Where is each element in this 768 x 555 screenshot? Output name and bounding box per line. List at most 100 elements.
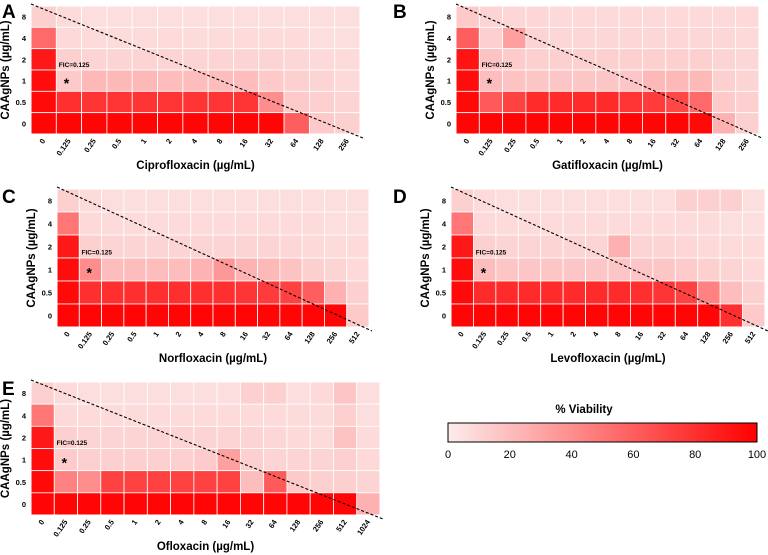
heatmap-cell [234, 211, 258, 236]
y-tick-label: 2 [48, 243, 52, 252]
heatmap-frame [30, 5, 361, 135]
panel-b: 8 4 2 1 0.5 0 0 0.125 0.25 0.5 1 2 4 8 16 32 64 128 256 Gat… [393, 2, 763, 172]
heatmap-cell [652, 234, 676, 259]
heatmap-cell [81, 90, 108, 114]
heatmap-frame [455, 5, 760, 135]
heatmap-cell [257, 280, 281, 305]
x-tick-label: 0.5 [125, 330, 138, 344]
heatmap-cell [182, 69, 209, 92]
heatmap-cell [78, 280, 102, 305]
heatmap-cell [308, 5, 336, 28]
heatmap-cell [56, 234, 80, 259]
heatmap-cell [630, 188, 654, 213]
heatmap-cell [585, 234, 609, 259]
heatmap-cell [642, 26, 667, 50]
heatmap-cell [207, 69, 234, 92]
heatmap-cell [286, 470, 311, 494]
heatmap-cell [78, 188, 102, 213]
heatmap-cell [334, 5, 361, 28]
heatmap-cell [146, 381, 172, 405]
heatmap-cell [279, 257, 303, 282]
heatmap-cells [30, 5, 361, 135]
fic-annotation: FIC=0.125 [476, 250, 507, 257]
heatmap-cell [145, 257, 169, 282]
heatmap-cell [190, 188, 214, 213]
x-tick-label: 4 [601, 136, 611, 145]
x-tick-label: 0 [38, 137, 48, 146]
heatmap-cell [190, 257, 214, 282]
x-tick-label: 16 [238, 330, 250, 342]
heatmap-cell [719, 188, 743, 213]
heatmap-cell [665, 90, 690, 114]
y-tick-label: 1 [48, 266, 52, 275]
heatmap-cell [308, 48, 336, 71]
heatmap-cell [585, 188, 609, 213]
heatmap-cell [502, 5, 527, 28]
heatmap-cell [630, 211, 654, 236]
heatmap-cell [742, 280, 766, 305]
y-tick-label: 0.5 [16, 478, 26, 487]
heatmap-cell [131, 26, 158, 50]
heatmap-cell [81, 26, 108, 50]
heatmap-cell [334, 48, 361, 71]
heatmap-cell [309, 470, 334, 494]
y-axis-title: CAAgNPs (µg/mL) [0, 20, 12, 119]
x-axis-title: Gatifloxacin (µg/mL) [552, 160, 663, 172]
heatmap-cell [30, 470, 55, 494]
heatmap-cell [652, 280, 676, 305]
heatmap-cell [642, 69, 667, 92]
x-tick-label: 0 [36, 518, 46, 527]
heatmap-cell [450, 257, 474, 282]
heatmap-cell [478, 112, 504, 135]
heatmap-cell [607, 257, 631, 282]
x-tick-label: 64 [692, 136, 705, 149]
heatmap-cell [145, 280, 169, 305]
y-tick-label: 1 [22, 456, 26, 465]
heatmap-cell [301, 211, 325, 236]
heatmap-cell [742, 257, 766, 282]
x-axis-title: Ofloxacin (µg/mL) [157, 541, 255, 553]
y-tick-label: 4 [22, 411, 27, 420]
heatmap-cell [548, 112, 573, 135]
heatmap-cell [652, 188, 676, 213]
heatmap-cell [334, 69, 361, 92]
heatmap-cell [283, 90, 310, 114]
y-tick-label: 2 [447, 55, 451, 64]
heatmap-cell [182, 5, 209, 28]
heatmap-cell [233, 5, 260, 28]
heatmap-cell [356, 470, 381, 494]
heatmap-cell [450, 211, 474, 236]
heatmap-cell [674, 303, 699, 328]
heatmap-cell [131, 90, 158, 114]
heatmap-cell [30, 90, 57, 114]
x-tick-label: 128 [698, 330, 713, 345]
fic-annotation: FIC=0.125 [482, 62, 513, 69]
heatmap-cell [258, 69, 285, 92]
x-tick-label: 32 [243, 518, 255, 530]
heatmap-cell [525, 90, 550, 114]
heatmap-cell [585, 280, 609, 305]
heatmap-cell [309, 425, 334, 449]
x-tick-label: 1 [546, 330, 556, 339]
heatmap-cell [455, 69, 480, 92]
heatmap-cell [572, 48, 597, 71]
heatmap-cell [688, 26, 713, 50]
isobole-line [30, 379, 384, 520]
panel-d: 8 4 2 1 0.5 0 0 0.125 0.25 0.5 1 2 4 8 16 32 64 128 256 512… [393, 186, 768, 365]
heatmap-cell [735, 5, 760, 28]
heatmap-cell [309, 448, 334, 472]
y-tick-label: 4 [447, 34, 452, 43]
x-tick-label: 2 [164, 137, 174, 146]
heatmap-cell [495, 211, 519, 236]
heatmap-cell [283, 69, 310, 92]
y-axis-title: CAAgNPs (µg/mL) [26, 208, 38, 307]
x-tick-label: 32 [656, 330, 668, 342]
heatmap-cell [123, 257, 147, 282]
heatmap-cell [77, 470, 102, 494]
heatmap-cell [585, 211, 609, 236]
heatmap-cell [258, 5, 285, 28]
x-tick-label: 32 [669, 137, 681, 149]
heatmap-cell [607, 211, 631, 236]
